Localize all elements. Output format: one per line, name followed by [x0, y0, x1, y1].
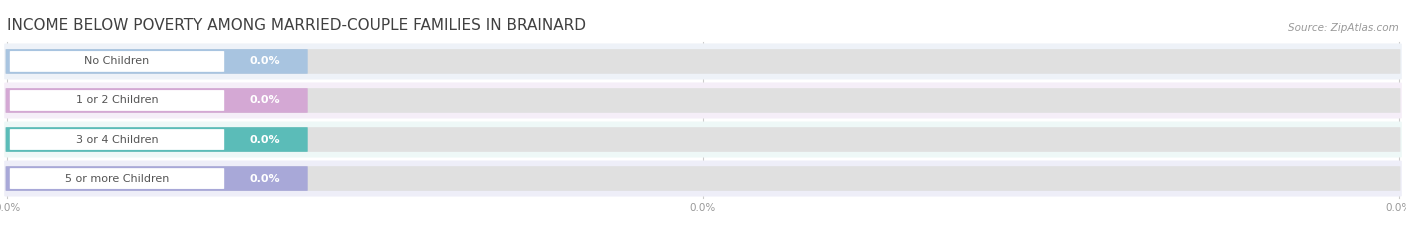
Text: 3 or 4 Children: 3 or 4 Children [76, 134, 159, 144]
FancyBboxPatch shape [225, 51, 305, 72]
FancyBboxPatch shape [4, 43, 1402, 79]
FancyBboxPatch shape [4, 161, 1402, 197]
Text: No Children: No Children [84, 56, 149, 66]
Text: 0.0%: 0.0% [250, 134, 281, 144]
FancyBboxPatch shape [225, 168, 305, 189]
Text: 1 or 2 Children: 1 or 2 Children [76, 96, 159, 106]
FancyBboxPatch shape [4, 121, 1402, 158]
Text: Source: ZipAtlas.com: Source: ZipAtlas.com [1288, 23, 1399, 33]
Text: 5 or more Children: 5 or more Children [65, 174, 169, 184]
Text: 0.0%: 0.0% [250, 56, 281, 66]
FancyBboxPatch shape [6, 88, 308, 113]
Text: 0.0%: 0.0% [690, 203, 716, 213]
FancyBboxPatch shape [225, 129, 305, 150]
FancyBboxPatch shape [4, 82, 1402, 119]
Text: 0.0%: 0.0% [250, 96, 281, 106]
FancyBboxPatch shape [10, 129, 224, 150]
FancyBboxPatch shape [6, 166, 308, 191]
FancyBboxPatch shape [6, 49, 1400, 74]
FancyBboxPatch shape [6, 49, 308, 74]
FancyBboxPatch shape [6, 127, 1400, 152]
Text: INCOME BELOW POVERTY AMONG MARRIED-COUPLE FAMILIES IN BRAINARD: INCOME BELOW POVERTY AMONG MARRIED-COUPL… [7, 18, 586, 33]
FancyBboxPatch shape [6, 88, 1400, 113]
FancyBboxPatch shape [6, 166, 1400, 191]
FancyBboxPatch shape [10, 168, 224, 189]
FancyBboxPatch shape [6, 127, 308, 152]
FancyBboxPatch shape [225, 90, 305, 111]
Text: 0.0%: 0.0% [1386, 203, 1406, 213]
FancyBboxPatch shape [10, 90, 224, 111]
Text: 0.0%: 0.0% [0, 203, 20, 213]
Text: 0.0%: 0.0% [250, 174, 281, 184]
FancyBboxPatch shape [10, 51, 224, 72]
